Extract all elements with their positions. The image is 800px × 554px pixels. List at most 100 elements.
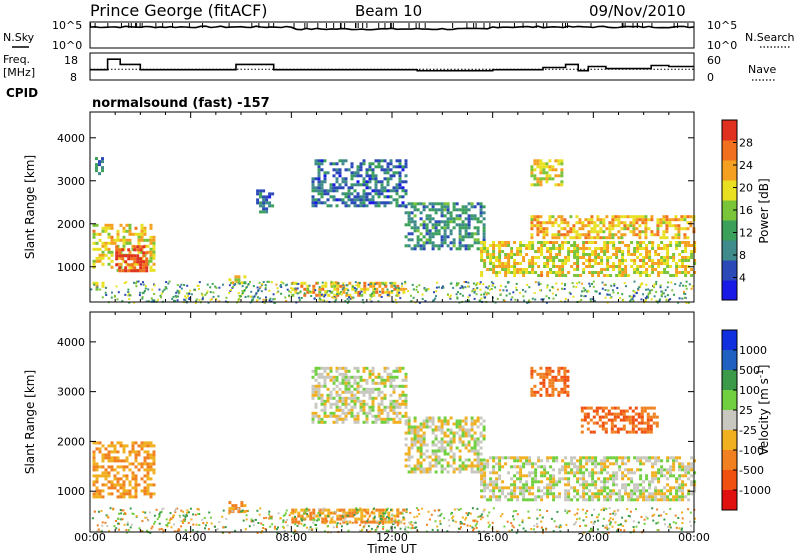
- data-cell: [443, 226, 447, 230]
- data-cell: [454, 520, 457, 523]
- data-cell: [649, 406, 653, 410]
- data-cell: [554, 375, 558, 379]
- data-cell: [431, 431, 435, 435]
- data-cell: [672, 521, 675, 524]
- data-cell: [584, 218, 588, 222]
- data-cell: [578, 221, 582, 225]
- data-cell: [378, 511, 382, 515]
- data-cell: [461, 208, 465, 212]
- data-cell: [144, 287, 147, 290]
- data-cell: [684, 241, 688, 244]
- data-cell: [260, 522, 263, 525]
- data-cell: [589, 298, 592, 301]
- data-cell: [689, 215, 693, 219]
- data-cell: [668, 523, 671, 526]
- data-cell: [651, 244, 655, 247]
- data-cell: [380, 186, 384, 190]
- data-cell: [398, 384, 402, 388]
- data-cell: [426, 288, 429, 291]
- data-cell: [344, 159, 348, 163]
- data-cell: [660, 271, 664, 274]
- data-cell: [335, 189, 339, 193]
- data-cell: [651, 465, 655, 469]
- data-cell: [113, 477, 117, 481]
- data-cell: [356, 204, 360, 208]
- data-cell: [173, 299, 175, 302]
- data-cell: [140, 232, 144, 236]
- data-cell: [131, 444, 135, 448]
- data-cell: [152, 250, 156, 254]
- data-cell: [598, 406, 602, 410]
- data-cell: [127, 254, 131, 258]
- data-cell: [348, 520, 352, 524]
- data-cell: [342, 284, 346, 288]
- data-cell: [127, 288, 130, 291]
- data-cell: [262, 207, 266, 211]
- data-cell: [443, 446, 447, 450]
- data-cell: [101, 241, 105, 245]
- data-cell: [681, 265, 685, 268]
- data-cell: [528, 489, 532, 493]
- data-cell: [525, 483, 529, 487]
- data-cell: [359, 165, 363, 169]
- data-cell: [675, 241, 679, 244]
- data-cell: [582, 474, 586, 478]
- data-cell: [644, 218, 648, 222]
- data-cell: [125, 489, 129, 493]
- data-cell: [110, 486, 114, 490]
- data-cell: [608, 523, 611, 526]
- data-cell: [131, 486, 135, 490]
- data-cell: [258, 281, 261, 284]
- data-cell: [639, 265, 643, 268]
- data-cell: [404, 528, 407, 531]
- data-cell: [238, 282, 241, 285]
- data-cell: [546, 265, 550, 268]
- data-cell: [608, 227, 612, 231]
- data-cell: [131, 477, 135, 481]
- data-cell: [362, 369, 366, 373]
- data-cell: [386, 411, 390, 415]
- data-cell: [98, 259, 102, 263]
- data-cell: [195, 300, 197, 303]
- data-cell: [476, 452, 480, 456]
- data-cell: [404, 159, 408, 163]
- data-cell: [639, 271, 643, 274]
- data-cell: [492, 262, 496, 265]
- data-cell: [360, 511, 364, 515]
- data-cell: [306, 284, 310, 288]
- data-cell: [407, 470, 411, 474]
- data-cell: [472, 282, 475, 285]
- data-cell: [339, 514, 343, 518]
- data-cell: [666, 495, 670, 499]
- data-cell: [180, 525, 183, 528]
- data-cell: [332, 189, 336, 193]
- data-cell: [483, 250, 487, 253]
- data-cell: [333, 520, 337, 524]
- data-cell: [597, 471, 601, 475]
- data-cell: [315, 527, 318, 530]
- data-cell: [603, 268, 607, 271]
- data-cell: [531, 241, 535, 244]
- data-cell: [333, 281, 337, 285]
- data-cell: [178, 291, 181, 294]
- data-cell: [519, 486, 523, 490]
- data-cell: [146, 471, 150, 475]
- data-cell: [535, 523, 538, 526]
- data-cell: [546, 241, 550, 244]
- data-cell: [297, 511, 301, 515]
- data-cell: [551, 387, 555, 391]
- data-cell: [303, 281, 307, 285]
- data-cell: [630, 298, 633, 301]
- data-cell: [483, 471, 487, 475]
- data-cell: [626, 215, 630, 219]
- data-cell: [545, 174, 549, 178]
- data-cell: [690, 462, 694, 466]
- data-cell: [443, 416, 447, 420]
- data-cell: [606, 293, 609, 296]
- data-cell: [594, 459, 598, 463]
- data-cell: [609, 495, 613, 499]
- data-cell: [377, 375, 381, 379]
- data-cell: [594, 271, 598, 274]
- data-cell: [317, 171, 321, 175]
- data-cell: [539, 366, 543, 370]
